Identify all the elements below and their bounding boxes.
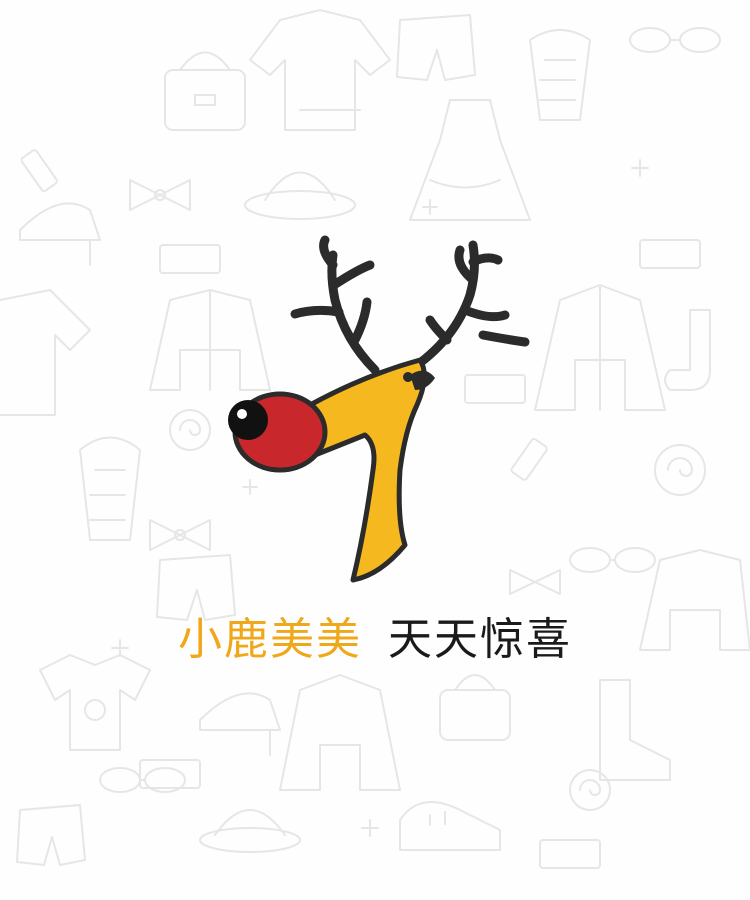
shorts-doodle-icon-2	[156, 554, 236, 621]
sweater-doodle-icon	[249, 9, 391, 131]
heel-doodle-icon-2	[199, 692, 281, 756]
deer-eye-icon	[403, 372, 413, 382]
tagline: 天天惊喜	[388, 614, 572, 665]
bow-doodle-icon-2	[149, 519, 561, 595]
jacket-doodle-icon-2	[639, 549, 750, 651]
boot-doodle-icon	[599, 679, 671, 781]
antler-icon	[290, 235, 530, 375]
handbag-doodle-icon	[164, 51, 246, 131]
spiral-doodle-icon-2	[654, 444, 706, 496]
deer-nose-tip-icon	[228, 400, 268, 440]
sparkle-doodle-icon	[111, 159, 649, 837]
slogan: 小鹿美美 天天惊喜	[0, 610, 750, 670]
handbag-doodle-icon-2	[439, 674, 511, 741]
tshirt-doodle-icon	[39, 654, 151, 751]
deer-ear-icon	[410, 370, 435, 390]
sunglasses-doodle-icon	[629, 27, 721, 53]
sunglasses-doodle-icon-2	[99, 547, 656, 793]
spiral-doodle-icon-3	[569, 769, 611, 811]
spiral-doodle-icon	[169, 409, 211, 451]
hat-doodle-icon	[244, 171, 356, 220]
brand-name: 小鹿美美	[178, 614, 362, 665]
heel-doodle-icon	[19, 202, 101, 266]
shorts-doodle-icon-3	[16, 804, 86, 866]
coat-doodle-icon	[534, 284, 666, 411]
deer-head-icon	[307, 357, 427, 583]
lipstick-doodle-icon-2	[510, 438, 548, 481]
scarf-doodle-icon-2	[79, 436, 141, 541]
scarf-doodle-icon	[529, 29, 591, 121]
lipstick-doodle-icon	[20, 149, 58, 192]
shorts-doodle-icon	[396, 14, 476, 81]
price-tag-doodle-icon	[139, 239, 701, 869]
bow-doodle-icon	[129, 179, 191, 211]
coat-doodle-icon-2	[279, 674, 401, 791]
deer-logo-icon	[228, 235, 530, 583]
sneaker-doodle-icon	[399, 801, 501, 851]
dress-doodle-icon	[409, 99, 531, 221]
shirt-doodle-icon	[0, 289, 91, 416]
hat-doodle-icon-2	[199, 809, 301, 853]
jacket-doodle-icon	[149, 289, 271, 391]
socks-doodle-icon	[664, 309, 711, 391]
